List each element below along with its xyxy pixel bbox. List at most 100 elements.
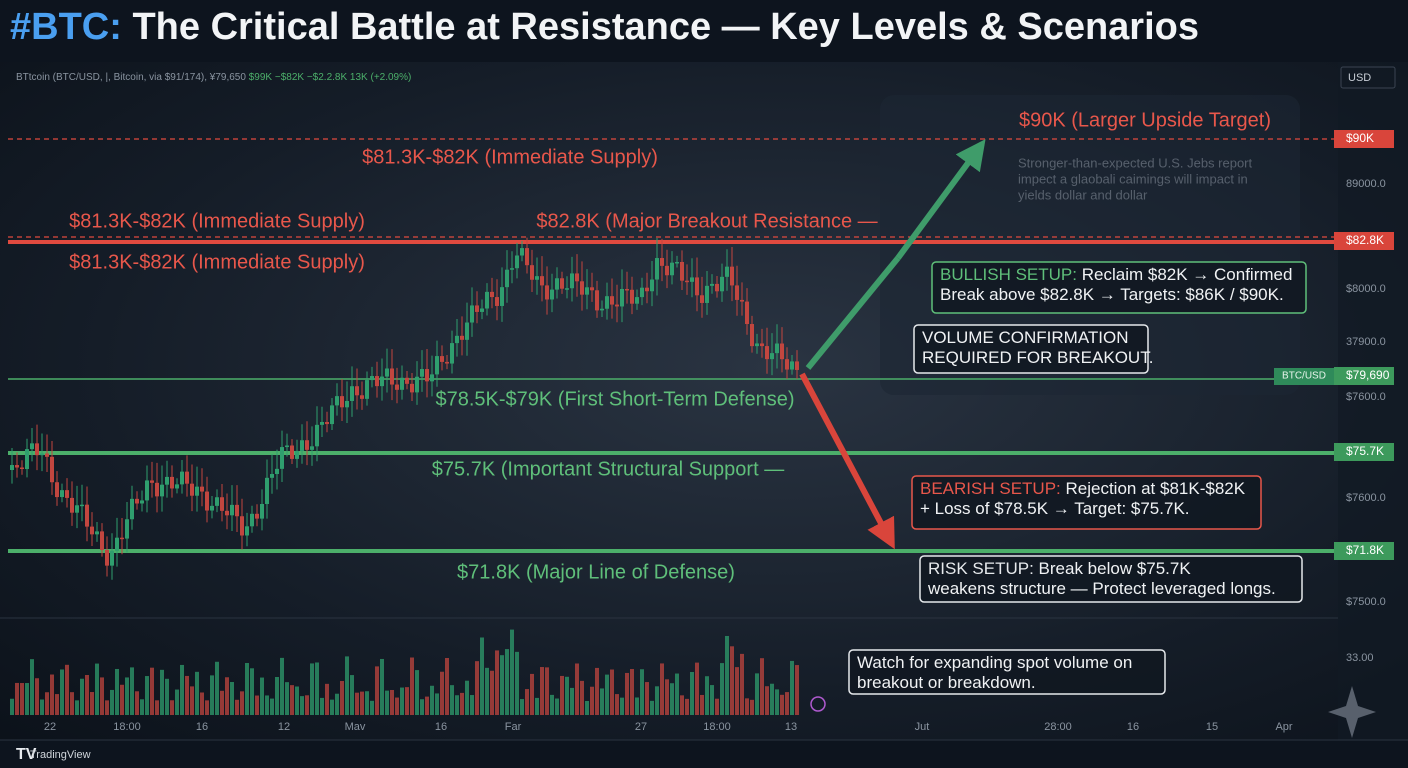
candle-body: [765, 346, 769, 360]
volume-bar: [360, 691, 364, 715]
annotation-text: Watch for expanding spot volume on: [857, 653, 1132, 672]
volume-bar: [105, 700, 109, 715]
volume-bar: [755, 673, 759, 715]
volume-bar: [125, 677, 129, 715]
bullish-arrow-1: [805, 256, 901, 370]
volume-bar: [15, 682, 19, 715]
symbol-info: BTtcoin (BTC/USD, |, Bitcoin, via $91/17…: [16, 72, 411, 83]
candle-body: [15, 465, 19, 468]
symbol-change: $99K −$82K −$2.2.8K 13K (+2.09%): [249, 72, 412, 83]
volume-bar: [415, 670, 419, 715]
candle-body: [515, 255, 519, 269]
volume-bar: [410, 657, 414, 715]
candle-body: [715, 283, 719, 292]
candle-body: [595, 290, 599, 311]
volume-bar: [10, 698, 14, 715]
volume-bar: [205, 700, 209, 715]
candle-body: [50, 456, 54, 483]
volume-bar: [535, 697, 539, 715]
candle-body: [210, 505, 214, 511]
title-text: The Critical Battle at Resistance — Key …: [132, 6, 1199, 48]
candle-body: [700, 295, 704, 303]
candle-body: [345, 400, 349, 408]
annotation-text: breakout or breakdown.: [857, 673, 1036, 692]
candle-body: [385, 368, 389, 377]
candle-body: [480, 308, 484, 312]
volume-bar: [460, 692, 464, 715]
volume-bar: [720, 663, 724, 715]
volume-bar: [790, 660, 794, 715]
news-text: Stronger-than-expected U.S. Jebs report: [1018, 155, 1253, 170]
volume-bar: [425, 696, 429, 715]
volume-bar: [645, 682, 649, 715]
volume-bar: [655, 686, 659, 715]
candle-body: [790, 361, 794, 370]
candle-body: [215, 497, 219, 506]
annotation-line: Break below $75.7K: [1039, 559, 1192, 578]
volume-bar: [240, 691, 244, 715]
volume-bar: [50, 674, 54, 715]
currency[interactable]: USD: [1348, 72, 1371, 84]
volume-bar: [595, 667, 599, 715]
title: #BTC: The Critical Battle at Resistance …: [10, 6, 1199, 48]
volume-bar: [545, 667, 549, 715]
annotation-box: [931, 261, 1307, 314]
volume-bar: [370, 700, 374, 715]
volume-bar: [745, 698, 749, 715]
time-label: 27: [635, 721, 647, 733]
candle-body: [585, 287, 589, 295]
candle-body: [380, 376, 384, 387]
volume-bar: [670, 683, 674, 715]
candle-body: [495, 297, 499, 306]
candle-body: [150, 480, 154, 483]
currency-box[interactable]: [1340, 66, 1396, 89]
volume-bar: [100, 677, 104, 715]
volume-bar: [560, 675, 564, 715]
volume-bar: [315, 662, 319, 715]
volume-bar: [175, 689, 179, 715]
volume-bar: [630, 669, 634, 715]
volume-bar: [385, 690, 389, 715]
volume-bar: [555, 698, 559, 715]
candle-body: [670, 262, 674, 276]
volume-bar: [330, 699, 334, 715]
price-label: $8000.0: [1346, 283, 1386, 295]
candle-body: [175, 484, 179, 489]
candle-body: [65, 490, 69, 498]
candle-body: [135, 498, 139, 504]
candle-body: [490, 291, 494, 298]
volume-bar: [35, 678, 39, 715]
volume-bar: [230, 682, 234, 715]
level-label: $81.3K-$82K (Immediate Supply): [69, 210, 365, 232]
level-label: $90K (Larger Upside Target): [1019, 109, 1271, 131]
time-label: 18:00: [113, 721, 141, 733]
volume-bar: [635, 697, 639, 715]
volume-bar: [335, 693, 339, 715]
volume-bar: [440, 671, 444, 715]
candle-body: [350, 386, 354, 401]
candle-body: [165, 476, 169, 485]
candle-body: [195, 486, 199, 496]
volume-bar: [770, 683, 774, 715]
candle-body: [265, 477, 269, 505]
price-label: 37900.0: [1346, 336, 1386, 348]
volume-bar: [580, 680, 584, 715]
candle-body: [420, 369, 424, 377]
candle-body: [170, 476, 174, 489]
volume-bar: [325, 683, 329, 715]
volume-bar: [715, 698, 719, 715]
volume-bar: [70, 692, 74, 715]
volume-bar: [680, 695, 684, 715]
volume-bar: [255, 695, 259, 715]
candle-body: [405, 377, 409, 384]
candle-body: [30, 443, 34, 450]
candle-body: [255, 513, 259, 519]
candle-body: [750, 324, 754, 347]
candle-body: [395, 384, 399, 390]
volume-bar: [245, 662, 249, 715]
volume-bar: [375, 666, 379, 715]
volume-bar: [700, 694, 704, 715]
candle-body: [260, 504, 264, 519]
candle-body: [535, 276, 539, 280]
candle-body: [55, 482, 59, 498]
